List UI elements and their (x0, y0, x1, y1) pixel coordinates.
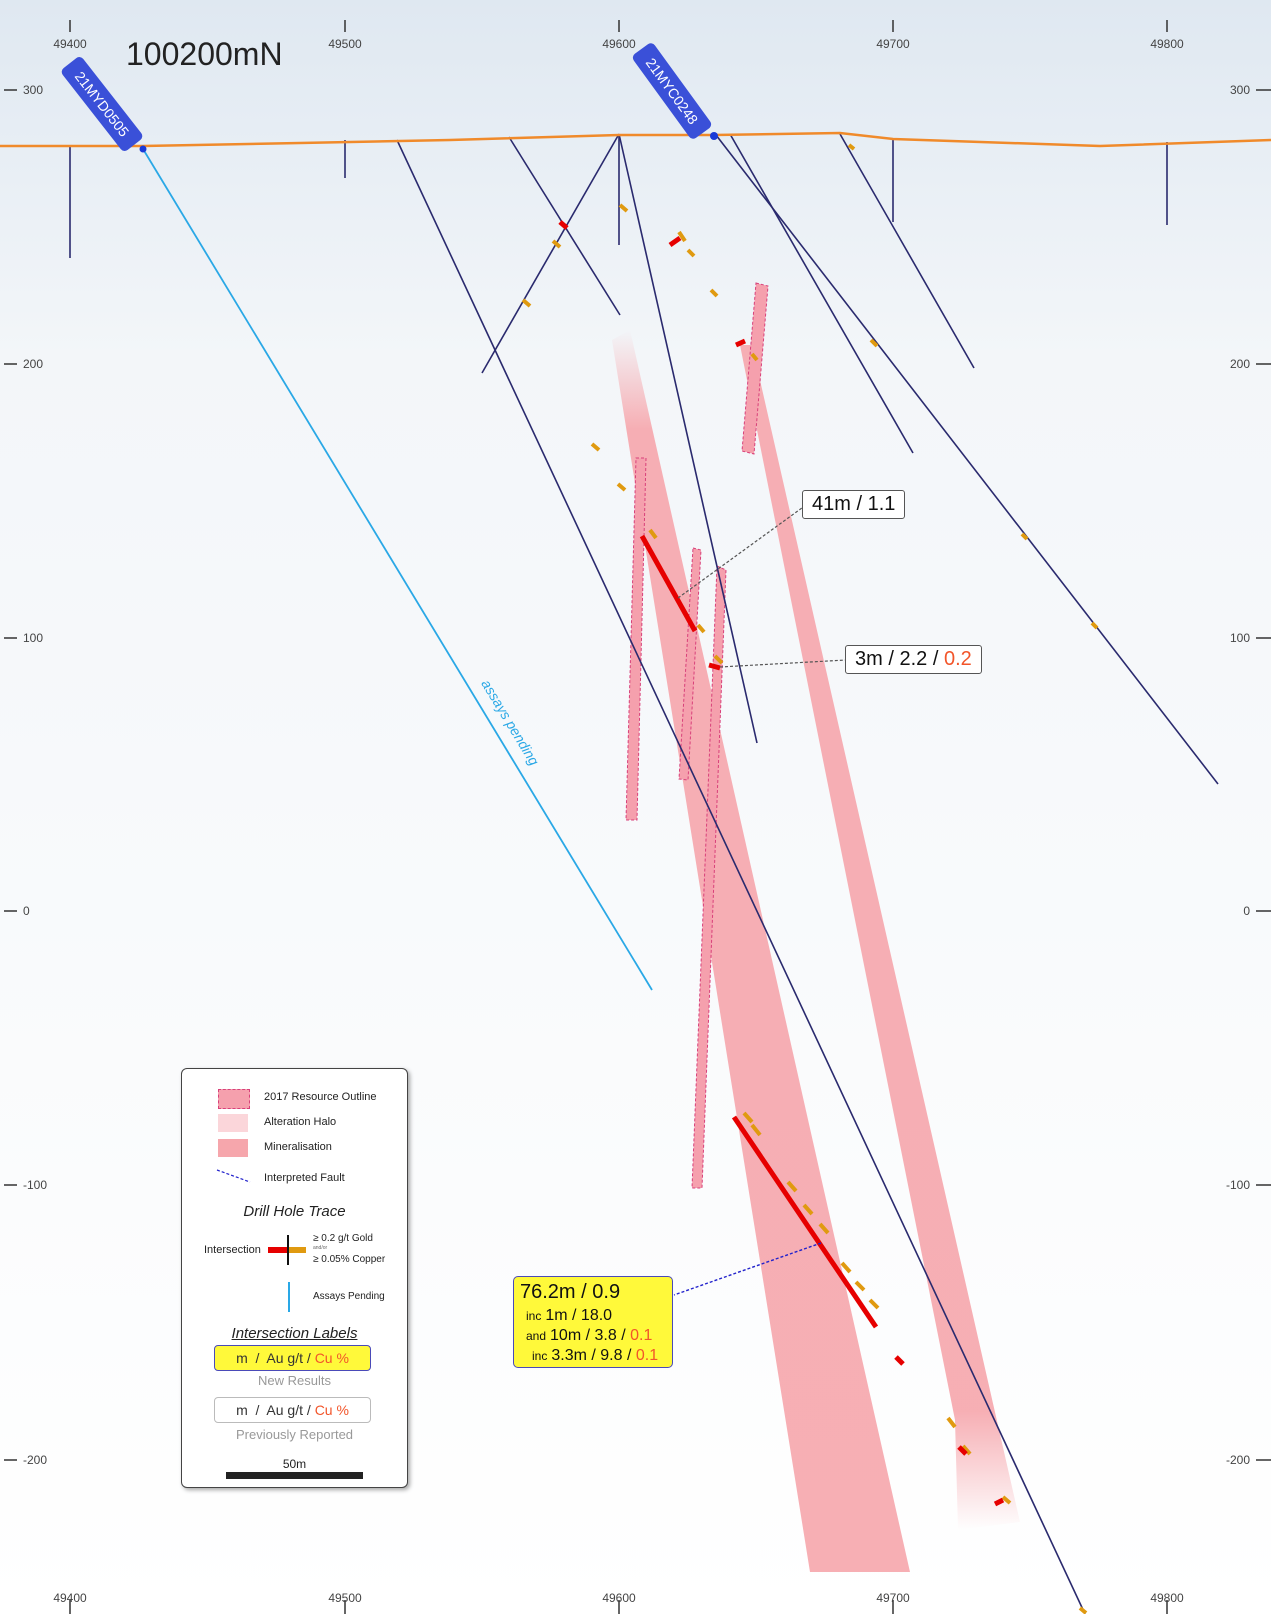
assays-pending-swatch (288, 1282, 290, 1312)
drill-trace (839, 133, 975, 369)
new-results-label-sample: m / Au g/t / Cu % (214, 1345, 371, 1371)
easting-tick-label: 49500 (328, 37, 362, 51)
new-result-line: and 10m / 3.8 / 0.1 (526, 1327, 653, 1344)
new-result-line: inc 1m / 18.0 (526, 1307, 613, 1324)
resource-outline-lens (741, 282, 769, 455)
easting-tick-label: 49700 (876, 1591, 910, 1605)
legend-mineralisation: Mineralisation (264, 1141, 332, 1153)
resource-outline-lens (678, 547, 702, 781)
intersection-label: 3m / 2.2 / 0.2 (845, 645, 982, 674)
legend-and-or: and/or (313, 1245, 328, 1251)
legend-intersection: Intersection (204, 1244, 261, 1256)
interval-length: 41m (812, 493, 851, 515)
intersection-swatch (268, 1235, 306, 1265)
easting-tick-label: 49500 (328, 1591, 362, 1605)
rl-tick-label: 300 (23, 83, 43, 97)
legend-interpreted-fault: Interpreted Fault (264, 1172, 345, 1184)
easting-tick-label: 49400 (53, 1591, 87, 1605)
copper-intersections (521, 143, 1099, 1614)
resource-outline-lens (625, 457, 647, 821)
new-result-line: inc 3.3m / 9.8 / 0.1 (532, 1347, 659, 1364)
rl-tick-label: -100 (1226, 1178, 1250, 1192)
assays-pending-trace (142, 148, 653, 991)
rl-tick-label: 300 (1230, 83, 1250, 97)
mineralisation-zone-main (612, 330, 910, 1572)
drill-trace (481, 133, 620, 374)
new-result-label: 76.2m / 0.9 inc 1m / 18.0 and 10m / 3.8 / … (513, 1276, 673, 1368)
topography-line (0, 131, 1271, 148)
mineralisation-zone-east (740, 345, 1020, 1530)
easting-tick-label: 49600 (602, 1591, 636, 1605)
easting-tick-label: 49800 (1150, 37, 1184, 51)
rl-tick-label: 0 (1243, 904, 1250, 918)
leader-line (677, 504, 807, 599)
easting-tick-label: 49600 (602, 37, 636, 51)
rl-tick-label: 200 (1230, 357, 1250, 371)
legend-new-results: New Results (258, 1373, 331, 1388)
collar-21MYC0248 (710, 132, 718, 140)
legend-intersection-labels-heading: Intersection Labels (231, 1325, 358, 1342)
legend-alteration-halo: Alteration Halo (264, 1116, 337, 1128)
drill-trace (396, 139, 1086, 1614)
rl-tick-label: 0 (23, 904, 30, 918)
rl-tick-label: 200 (23, 357, 43, 371)
drill-trace (729, 133, 914, 454)
resource-outline-swatch (218, 1089, 250, 1109)
scale-bar (226, 1472, 363, 1479)
drill-trace (715, 134, 1219, 785)
easting-tick-label: 49800 (1150, 1591, 1184, 1605)
legend: 2017 Resource Outline Alteration Halo Mi… (181, 1068, 408, 1488)
rl-tick-label: 100 (1230, 631, 1250, 645)
leader-line-new-result (673, 1242, 822, 1296)
cu-grade: 0.2 (943, 648, 972, 670)
alteration-halo-swatch (218, 1114, 248, 1132)
interval-length: 3m (855, 648, 883, 670)
fault-line-swatch (216, 1169, 251, 1183)
scale-bar-label: 50m (282, 1457, 307, 1471)
intersection-label: 41m / 1.1 (802, 490, 906, 519)
legend-resource-outline: 2017 Resource Outline (264, 1091, 377, 1103)
easting-tick-label: 49700 (876, 37, 910, 51)
drill-trace (618, 133, 758, 744)
rl-tick-label: -100 (23, 1178, 47, 1192)
resource-outline-lens (691, 565, 727, 1189)
axis-ticks (4, 20, 1271, 1614)
legend-gold-threshold: ≥ 0.2 g/t Gold (313, 1233, 373, 1244)
rl-tick-label: 100 (23, 631, 43, 645)
gold-intersections (558, 220, 1005, 1507)
legend-previously-reported: Previously Reported (235, 1427, 354, 1442)
easting-tick-label: 49400 (53, 37, 87, 51)
rl-tick-label: -200 (23, 1453, 47, 1467)
new-result-main: 76.2m / 0.9 (520, 1281, 621, 1303)
section-title: 100200mN (126, 36, 283, 72)
mineralisation-swatch (218, 1139, 248, 1157)
au-grade: 1.1 (867, 493, 896, 515)
legend-assays-pending: Assays Pending (313, 1291, 385, 1302)
previously-reported-label-sample: m / Au g/t / Cu % (214, 1397, 371, 1423)
au-grade: 2.2 (899, 648, 928, 670)
rl-tick-label: -200 (1226, 1453, 1250, 1467)
collar-21MYD0505 (139, 145, 147, 153)
leader-line (719, 659, 847, 668)
legend-copper-threshold: ≥ 0.05% Copper (313, 1254, 386, 1265)
legend-drill-hole-trace-heading: Drill Hole Trace (243, 1203, 346, 1220)
